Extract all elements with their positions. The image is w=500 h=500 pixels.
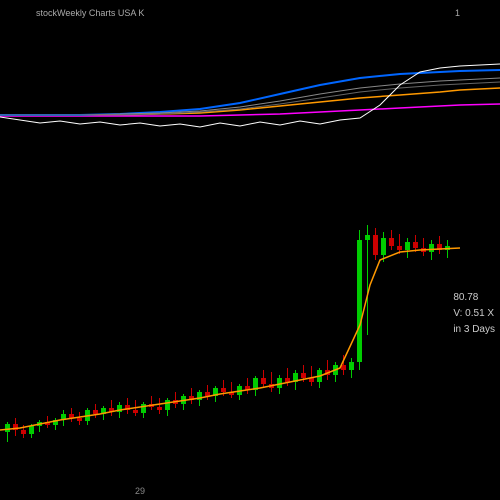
chart-timeframe: 1 — [455, 8, 460, 18]
x-axis-label: 29 — [135, 486, 145, 496]
price-info: 80.78 V: 0.51 X in 3 Days — [453, 290, 495, 338]
price-panel — [0, 210, 500, 480]
indicator-panel — [0, 30, 500, 200]
last-price: 80.78 — [453, 290, 495, 306]
days-info: in 3 Days — [453, 322, 495, 338]
volume-info: V: 0.51 X — [453, 306, 495, 322]
chart-title: stockWeekly Charts USA K — [36, 8, 144, 18]
